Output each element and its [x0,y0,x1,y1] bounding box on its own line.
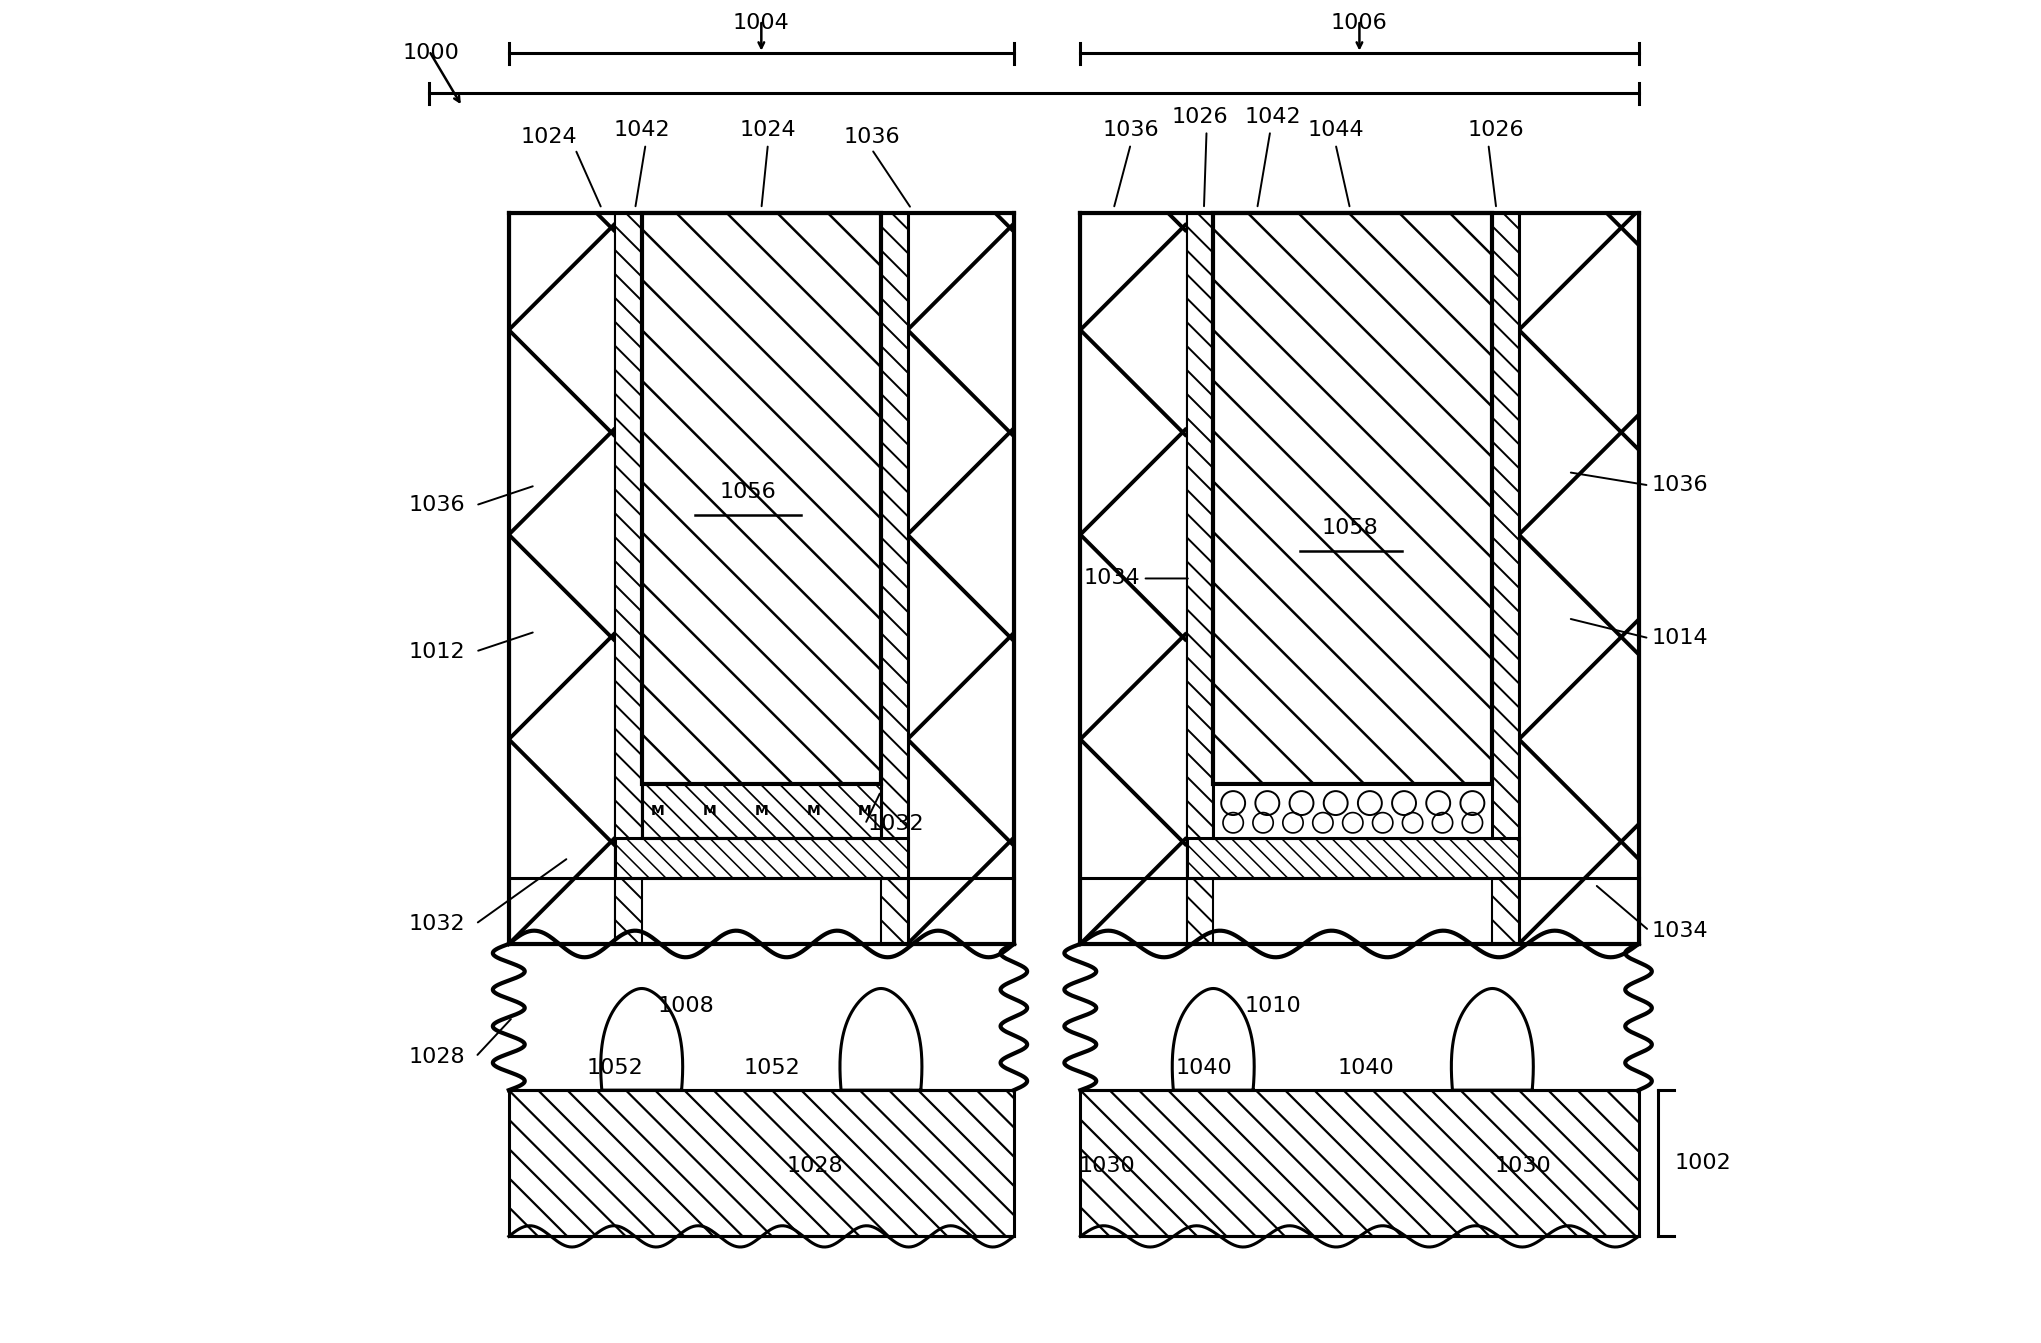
Text: 1036: 1036 [1102,120,1159,140]
Text: 1036: 1036 [408,496,465,516]
Bar [1519,214,1639,944]
Bar [641,214,882,784]
Text: 1008: 1008 [657,997,714,1017]
Bar [882,214,908,944]
Text: 1010: 1010 [1245,997,1302,1017]
Text: M: M [651,804,665,818]
Text: 1032: 1032 [408,915,465,933]
Text: 1024: 1024 [520,126,578,146]
Bar [614,838,908,877]
Bar [508,214,614,944]
Text: 1026: 1026 [1467,120,1525,140]
Text: 1040: 1040 [1176,1057,1233,1077]
Text: 1032: 1032 [867,814,925,834]
Text: 1028: 1028 [408,1048,465,1066]
Text: 1042: 1042 [614,120,669,140]
Text: 1026: 1026 [1172,106,1229,126]
Text: 1036: 1036 [1651,475,1708,496]
Text: M: M [755,804,767,818]
Text: 1058: 1058 [1323,518,1378,539]
Text: M: M [702,804,716,818]
Text: 1034: 1034 [1084,568,1141,588]
Text: 1012: 1012 [408,642,465,662]
Text: 1042: 1042 [1245,106,1302,126]
Text: 1002: 1002 [1674,1154,1731,1174]
Text: 1024: 1024 [739,120,796,140]
Bar [1186,214,1212,944]
Text: 1052: 1052 [586,1057,643,1077]
Bar [1186,838,1519,877]
Text: 1006: 1006 [1331,13,1388,32]
Text: 1000: 1000 [402,43,459,63]
Text: 1052: 1052 [743,1057,800,1077]
Text: 1014: 1014 [1651,629,1708,649]
Bar [908,214,1014,944]
Text: 1028: 1028 [786,1156,843,1176]
Text: M: M [857,804,872,818]
Text: 1036: 1036 [843,126,900,146]
Bar [1080,1091,1639,1237]
Bar [641,784,882,838]
Bar [1212,784,1492,838]
Text: 1040: 1040 [1337,1057,1394,1077]
Text: 1030: 1030 [1494,1156,1551,1176]
Text: 1044: 1044 [1306,120,1363,140]
Bar [508,1091,1014,1237]
Bar [614,214,641,944]
Text: 1034: 1034 [1651,921,1708,940]
Bar [1212,214,1492,784]
Bar [1492,214,1519,944]
Text: M: M [806,804,820,818]
Text: 1030: 1030 [1078,1156,1135,1176]
Text: 1056: 1056 [720,482,776,502]
Bar [1080,214,1186,944]
Bar [641,784,882,838]
Text: 1004: 1004 [733,13,790,32]
